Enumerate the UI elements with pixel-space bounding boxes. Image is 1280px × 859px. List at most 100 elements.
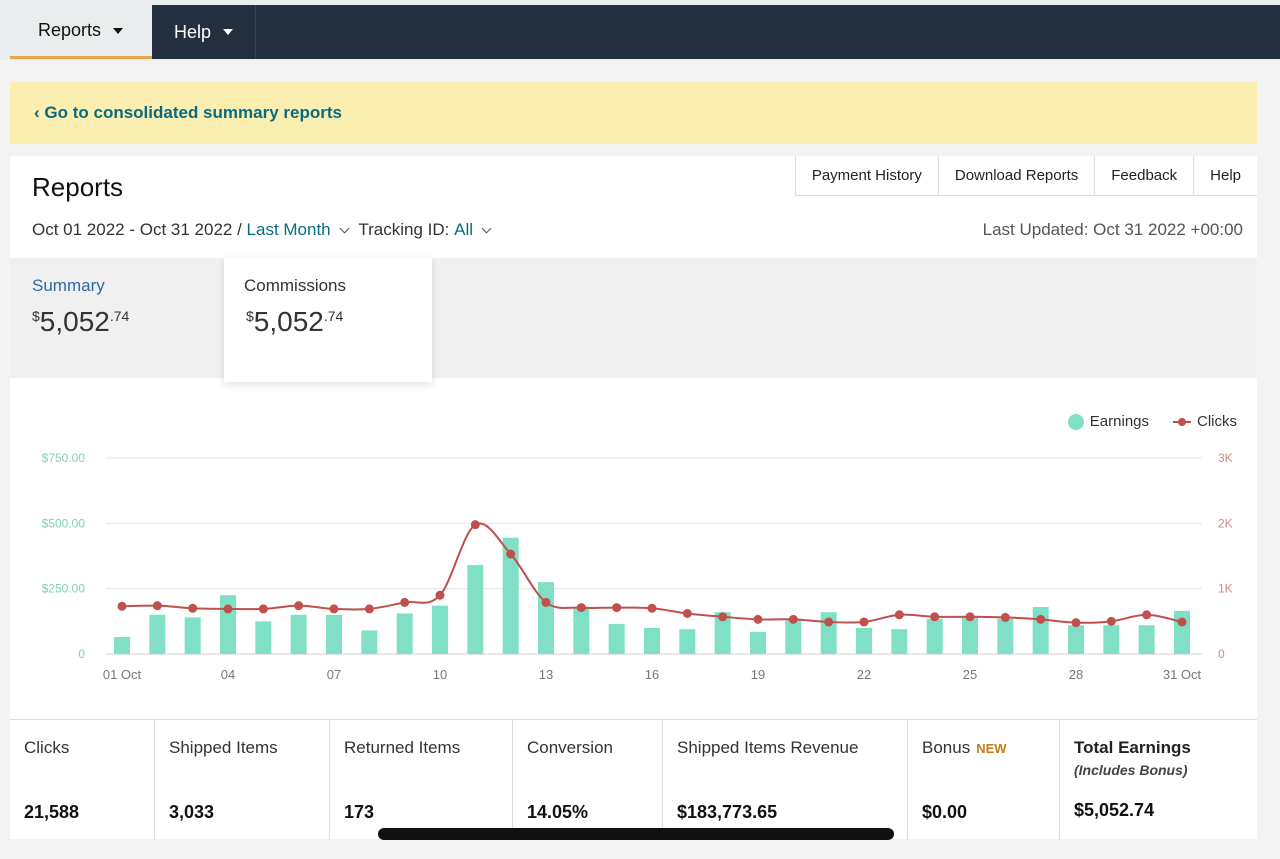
bonus-label: Bonus: [922, 738, 971, 757]
period-selector[interactable]: Last Month: [246, 220, 331, 239]
reports-panel: Reports Payment History Download Reports…: [10, 156, 1257, 840]
clicks-point: [435, 590, 445, 600]
date-range: Oct 01 2022 - Oct 31 2022 /: [32, 220, 242, 239]
clicks-point: [647, 603, 657, 613]
tracking-id-selector[interactable]: All: [454, 220, 474, 239]
report-tabs: Payment History Download Reports Feedbac…: [794, 156, 1257, 196]
summary-card[interactable]: Summary $5,052.74: [10, 258, 224, 378]
clicks-point: [400, 597, 410, 607]
earnings-bar: [396, 613, 413, 654]
stat-total-earnings: Total Earnings (Includes Bonus) $5,052.7…: [1060, 720, 1257, 840]
left-tick-label: $750.00: [42, 451, 86, 465]
tracking-label: Tracking ID:: [358, 220, 450, 239]
earnings-bar: [644, 627, 660, 654]
x-tick-label: 01 Oct: [103, 667, 142, 682]
tab-help[interactable]: Help: [1193, 156, 1257, 196]
earnings-bar: [1138, 625, 1155, 654]
summary-label: Summary: [32, 276, 105, 295]
clicks-point: [329, 604, 339, 614]
stat-conversion: Conversion 14.05%: [513, 720, 663, 840]
clicks-point: [223, 604, 233, 614]
earnings-bar: [432, 605, 448, 654]
stat-returned-items: Returned Items 173: [330, 720, 513, 840]
summary-whole: 5,052: [39, 306, 110, 337]
top-nav: Reports Help: [0, 0, 1280, 60]
x-tick-label: 04: [221, 667, 235, 682]
stat-label: Total Earnings: [1074, 738, 1191, 757]
clicks-point: [753, 614, 763, 624]
stat-label: Returned Items: [344, 738, 461, 757]
chevron-down-icon[interactable]: [481, 223, 492, 233]
nav-tab-help[interactable]: Help: [152, 5, 256, 59]
right-tick-label: 2K: [1218, 516, 1233, 530]
earnings-bar: [361, 630, 378, 654]
stat-bonus: Bonus NEW $0.00: [908, 720, 1060, 840]
clicks-point: [788, 614, 798, 624]
clicks-point: [930, 612, 940, 622]
consolidated-summary-link[interactable]: ‹ Go to consolidated summary reports: [34, 103, 342, 122]
earnings-bar: [1032, 606, 1049, 654]
earnings-chart: Earnings Clicks 0 $250.00 $500.00 $750.00 0 1…: [10, 378, 1257, 718]
date-filter-row: Oct 01 2022 - Oct 31 2022 / Last Month T…: [32, 220, 496, 240]
clicks-point: [612, 603, 622, 613]
tab-download-reports[interactable]: Download Reports: [937, 156, 1095, 196]
stat-shipped-revenue: Shipped Items Revenue $183,773.65: [663, 720, 908, 840]
stat-value: $5,052.74: [1074, 800, 1155, 820]
right-tick-label: 1K: [1218, 582, 1233, 596]
earnings-bar: [326, 614, 342, 654]
tab-feedback[interactable]: Feedback: [1094, 156, 1194, 196]
earnings-bar: [714, 612, 731, 654]
nav-tab-reports-label: Reports: [38, 20, 102, 40]
clicks-point: [718, 612, 728, 622]
stats-row: Clicks 21,588 Shipped Items 3,033 Return…: [10, 719, 1257, 840]
stat-value: 3,033: [169, 802, 215, 822]
clicks-point: [894, 610, 904, 620]
commissions-card[interactable]: Commissions $5,052.74: [224, 258, 432, 382]
summary-currency: $: [32, 308, 40, 324]
clicks-point: [576, 603, 586, 613]
stat-value: $0.00: [922, 802, 968, 822]
x-tick-label: 13: [539, 667, 553, 682]
stat-clicks: Clicks 21,588: [10, 720, 155, 840]
earnings-bar: [1068, 625, 1084, 654]
commissions-amount: $5,052.74: [246, 306, 343, 338]
clicks-point: [1036, 614, 1046, 624]
earnings-bar: [290, 614, 307, 654]
x-tick-label: 31 Oct: [1163, 667, 1202, 682]
clicks-point: [470, 520, 480, 530]
nav-bar: [10, 5, 1280, 59]
earnings-bar: [184, 617, 201, 654]
nav-tab-help-label: Help: [174, 21, 212, 42]
last-updated: Last Updated: Oct 31 2022 +00:00: [982, 220, 1243, 239]
legend-clicks[interactable]: Clicks: [1197, 413, 1237, 430]
summary-amount: $5,052.74: [32, 306, 129, 338]
earnings-bar: [467, 565, 484, 654]
clicks-point: [859, 617, 869, 627]
x-tick-label: 25: [963, 667, 977, 682]
chevron-down-icon[interactable]: [339, 223, 350, 233]
stat-label: Shipped Items Revenue: [677, 738, 859, 757]
stat-label: Clicks: [24, 738, 70, 757]
caret-down-icon: [223, 29, 234, 35]
earnings-bar: [891, 629, 908, 654]
x-tick-label: 10: [433, 667, 447, 682]
stat-value: 21,588: [24, 802, 80, 822]
summary-cents: .74: [109, 308, 130, 324]
legend-earnings[interactable]: Earnings: [1089, 413, 1149, 430]
chart-svg: 0 $250.00 $500.00 $750.00 0 1K 2K 3K 01 Oct 04 07 1…: [42, 451, 1233, 682]
earnings-bar: [750, 631, 766, 654]
chart-legend: Earnings Clicks: [1067, 413, 1237, 430]
earnings-bar: [962, 617, 978, 654]
nav-tab-reports[interactable]: Reports: [10, 5, 152, 59]
commissions-label: Commissions: [244, 276, 347, 295]
tab-payment-history[interactable]: Payment History: [794, 156, 938, 196]
stat-label: Shipped Items: [169, 738, 278, 757]
right-tick-label: 3K: [1218, 451, 1233, 465]
stat-value: 173: [344, 802, 375, 822]
earnings-bar: [114, 637, 130, 654]
clicks-point: [1071, 618, 1081, 628]
stat-value: 14.05%: [527, 802, 589, 822]
x-tick-label: 19: [751, 667, 765, 682]
commissions-currency: $: [246, 308, 254, 324]
earnings-bar: [149, 614, 166, 654]
